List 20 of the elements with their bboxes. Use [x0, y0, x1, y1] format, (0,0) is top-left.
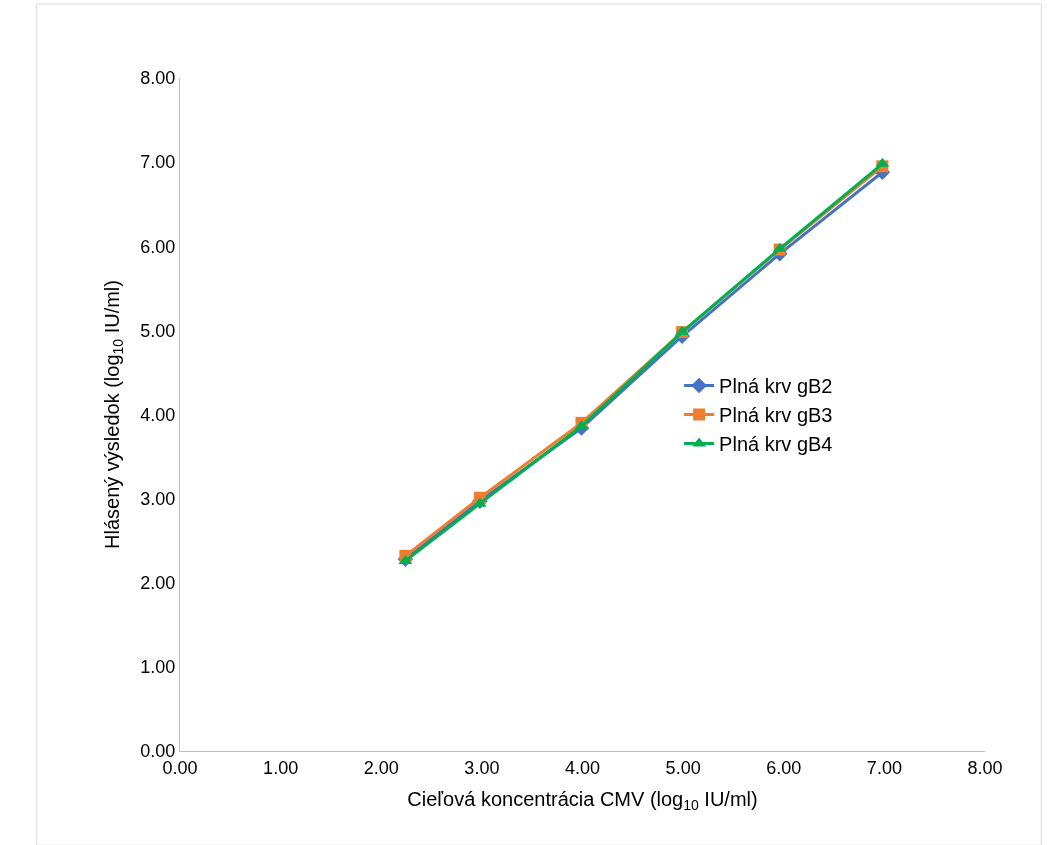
y-tick-label: 1.00: [140, 657, 176, 678]
x-axis-title: Cieľová koncentrácia CMV (log$_{10}$ IU/ml): [407, 788, 758, 814]
y-tick-label: 2.00: [140, 573, 176, 594]
x-tick-label: 7.00: [866, 757, 902, 778]
x-tick-label: 8.00: [967, 757, 1003, 778]
y-tick-label: 3.00: [140, 488, 176, 509]
legend-label: Plná krv gB2: [719, 375, 833, 398]
x-tick-label: 6.00: [766, 757, 802, 778]
legend-label: Plná krv gB3: [719, 404, 833, 427]
y-tick-label: 8.00: [140, 68, 176, 89]
y-tick-label: 4.00: [140, 404, 176, 425]
x-tick-label: 1.00: [263, 757, 299, 778]
x-tick-label: 2.00: [363, 757, 399, 778]
y-tick-label: 5.00: [140, 320, 176, 341]
x-tick-label: 5.00: [665, 757, 701, 778]
x-tick-label: 3.00: [464, 757, 500, 778]
y-tick-label: 6.00: [140, 236, 176, 257]
y-tick-label: 7.00: [140, 152, 176, 173]
legend-label: Plná krv gB4: [719, 433, 833, 456]
x-tick-label: 4.00: [564, 757, 601, 778]
